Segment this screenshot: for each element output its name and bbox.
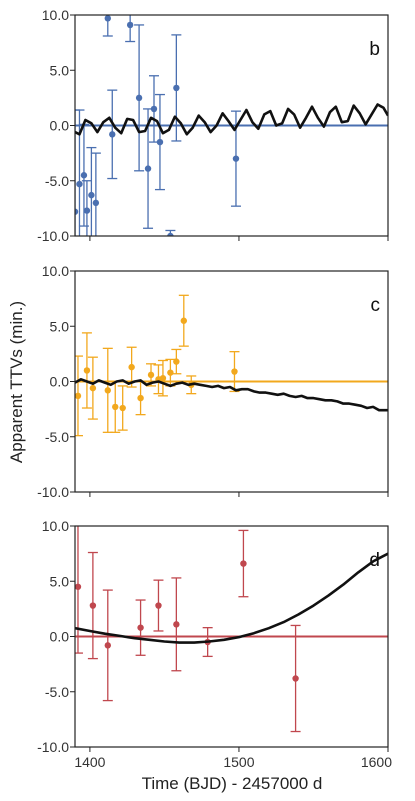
panel-c-point-10 <box>159 374 167 382</box>
panel-d-point-1 <box>89 602 97 609</box>
panel-b-point-0 <box>75 208 79 215</box>
panel-b-point-6 <box>104 15 111 22</box>
panel-b-point-9 <box>135 94 143 102</box>
panel-d-point-0 <box>75 583 82 590</box>
panel-d-point-2 <box>104 642 111 649</box>
x-tick-label-1: 1500 <box>223 754 254 770</box>
panel-b-y-tick-label-2: 0.0 <box>50 118 70 134</box>
panel-b-point-10 <box>144 165 152 172</box>
panel-d-y-tick-label-0: -10.0 <box>37 739 69 755</box>
panel-b: -10.0 -5.0 0.0 5.0 10.0 b <box>37 7 389 244</box>
panel-c-y-tick-label-4: 10.0 <box>42 263 69 279</box>
panel-d-point-5 <box>173 621 180 628</box>
panel-b-y-tick-label-4: 10.0 <box>42 7 69 23</box>
panel-c-point-15 <box>231 368 238 375</box>
panel-c-point-3 <box>104 387 111 394</box>
panel-b-errorbar-13 <box>165 229 176 236</box>
panel-b-plot-area <box>75 15 388 236</box>
panel-c-point-1 <box>83 367 91 374</box>
panel-c-point-13 <box>180 317 188 324</box>
x-tick-label-2: 1600 <box>361 754 392 770</box>
panel-d-y-tick-label-1: -5.0 <box>45 684 69 700</box>
panel-b-point-14 <box>173 84 180 92</box>
x-tick-label-0: 1400 <box>74 754 105 770</box>
panel-c-label: c <box>371 295 381 316</box>
panel-d-y-tick-label-2: 0.0 <box>50 629 70 645</box>
panel-b-point-1 <box>76 180 83 188</box>
panel-c-model-curve <box>75 378 388 412</box>
panel-b-y-tick-label-0: -10.0 <box>37 228 69 244</box>
panel-c-point-7 <box>137 394 144 402</box>
panel-b-y-tick-label-3: 5.0 <box>50 62 70 78</box>
panel-b-point-4 <box>88 191 95 199</box>
panel-c-point-6 <box>128 363 135 371</box>
panel-d-point-8 <box>292 675 299 682</box>
panel-c-point-0 <box>75 392 82 400</box>
panel-c-y-tick-label-1: -5.0 <box>45 429 69 445</box>
panel-c-point-5 <box>119 404 126 412</box>
panel-d-plot-area <box>75 526 388 733</box>
panel-d-label: d <box>369 550 380 571</box>
panel-b-point-11 <box>150 105 158 113</box>
panel-c-y-tick-label-3: 5.0 <box>50 318 70 334</box>
panel-d-point-3 <box>137 624 144 631</box>
panel-c-point-2 <box>89 384 97 392</box>
panel-c: -10.0 -5.0 0.0 5.0 10.0 c <box>37 263 389 500</box>
panel-b-label: b <box>369 39 380 60</box>
panel-b-y-tick-label-1: -5.0 <box>45 173 69 189</box>
panel-c-point-8 <box>147 371 155 379</box>
panel-d-y-tick-label-3: 5.0 <box>50 573 70 589</box>
panel-c-plot-area <box>75 294 388 437</box>
panel-b-point-12 <box>156 138 164 146</box>
panel-b-point-2 <box>80 172 88 179</box>
panel-c-point-11 <box>167 369 174 376</box>
panel-b-point-13 <box>167 232 174 236</box>
panel-b-point-3 <box>83 207 91 214</box>
y-axis-title: Apparent TTVs (min.) <box>7 301 26 463</box>
panel-c-point-4 <box>112 403 119 411</box>
panel-d-point-4 <box>155 602 162 609</box>
panel-b-model-curve <box>75 103 388 136</box>
x-axis-title: Time (BJD) - 2457000 d <box>142 774 323 793</box>
panel-d-y-tick-label-4: 10.0 <box>42 518 69 534</box>
panel-d: -10.0 -5.0 0.0 5.0 10.0 1400 1500 1600 d <box>37 518 392 770</box>
panel-b-point-5 <box>92 199 100 207</box>
panel-b-point-15 <box>232 155 240 162</box>
panel-d-model-curve <box>75 552 388 644</box>
panel-b-point-7 <box>109 131 116 138</box>
panel-d-point-7 <box>240 560 247 567</box>
panel-c-y-tick-label-0: -10.0 <box>37 484 69 500</box>
panel-c-point-12 <box>173 358 180 365</box>
panel-b-point-8 <box>126 21 134 29</box>
panel-c-y-tick-label-2: 0.0 <box>50 374 70 390</box>
